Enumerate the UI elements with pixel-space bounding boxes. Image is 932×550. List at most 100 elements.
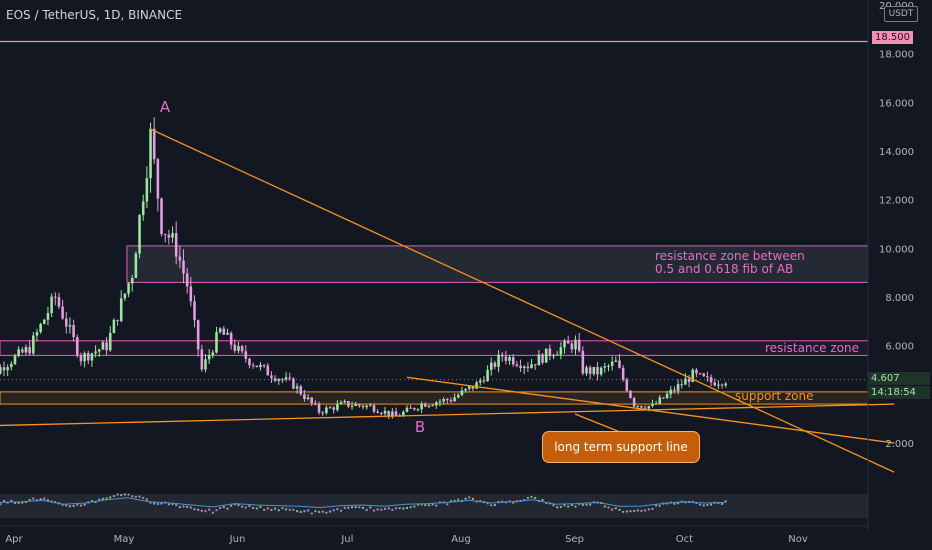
candle-body [555,354,559,356]
candle-body [207,355,211,360]
oscillator-bar [266,507,269,510]
oscillator-bar [655,504,658,507]
oscillator-bar [314,510,317,513]
oscillator-bar [706,503,709,506]
oscillator-bar [193,508,196,511]
candle-body [460,390,464,396]
oscillator-bar [384,507,387,510]
oscillator-bar [215,509,218,512]
oscillator-bar [431,503,434,506]
oscillator-bar [112,495,115,498]
point-b-label: B [415,418,425,436]
oscillator-bar [614,507,617,510]
candle-body [61,306,64,319]
candle-body [138,215,141,254]
last-price-tag: 4.607 [868,372,930,385]
candle-body [255,365,259,368]
candle-body [68,325,72,327]
candle-body [570,343,574,350]
candle-body [350,405,354,407]
candle-body [504,356,508,361]
candle-body [167,234,171,238]
oscillator-bar [281,507,284,510]
candle-body [449,400,453,402]
candle-body [603,366,607,368]
oscillator-bar [28,498,31,501]
oscillator-bar [299,510,302,513]
candle-body [149,128,152,179]
oscillator-bar [160,502,163,505]
candle-body [698,373,702,375]
candle-body [171,233,174,238]
oscillator-bar [94,500,97,503]
candle-body [691,369,695,382]
time-tick-label: Oct [676,534,693,545]
candle-body [156,159,160,199]
candle-body [83,353,86,362]
candle-body [262,364,266,366]
oscillator-bar [427,504,430,507]
oscillator-bar [574,505,577,508]
oscillator-bar [219,507,222,510]
oscillator-bar [526,496,529,499]
candle-body [413,407,416,410]
candle-body [522,366,526,369]
candle-body [259,364,262,368]
oscillator-bar [578,503,581,506]
candle-body [654,403,658,405]
candle-body [266,365,270,376]
candle-body [119,298,123,322]
oscillator-bar [640,509,643,512]
candle-body [6,367,9,371]
candle-body [361,405,365,408]
oscillator-bar [559,505,562,508]
oscillator-bar [21,501,24,504]
oscillator-pane [0,493,868,518]
candle-body [273,378,277,381]
oscillator-bar [248,504,251,507]
candle-body [446,399,449,401]
currency-badge[interactable]: USDT [884,6,918,22]
candle-body [405,407,409,412]
candle-body [632,398,636,407]
oscillator-bar [39,498,42,501]
candle-body [303,394,306,400]
oscillator-band [0,494,868,518]
candle-body [339,402,343,405]
candle-body [651,403,654,406]
oscillator-bar [409,506,412,509]
oscillator-bar [387,507,390,510]
oscillator-bar [208,508,211,511]
time-tick-label: May [114,534,135,545]
oscillator-bar [567,505,570,508]
candle-body [416,409,420,411]
candle-body [292,378,295,389]
candle-body [636,405,640,407]
oscillator-bar [424,504,427,507]
candle-body [456,395,460,398]
oscillator-bar [105,497,108,500]
oscillator-bar [259,505,262,508]
oscillator-bar [501,500,504,503]
candle-body [515,364,519,366]
oscillator-bar [435,504,438,507]
price-tick-label: 2.000 [885,439,914,450]
candle-body [215,332,218,353]
price-tick-label: 16.000 [879,98,914,109]
candle-body [185,273,189,287]
candle-body [706,376,709,378]
oscillator-bar [556,506,559,509]
candle-body [482,380,486,382]
oscillator-bar [405,506,408,509]
oscillator-bar [416,503,419,506]
candle-body [233,344,237,351]
oscillator-bar [398,507,401,510]
axes-layer: 20.00018.00016.00014.00012.00010.0008.00… [5,1,914,545]
oscillator-bar [691,500,694,503]
candle-body [244,351,248,359]
oscillator-bar [362,506,365,509]
oscillator-bar [68,505,71,508]
candle-body [141,201,145,216]
oscillator-bar [13,501,16,504]
